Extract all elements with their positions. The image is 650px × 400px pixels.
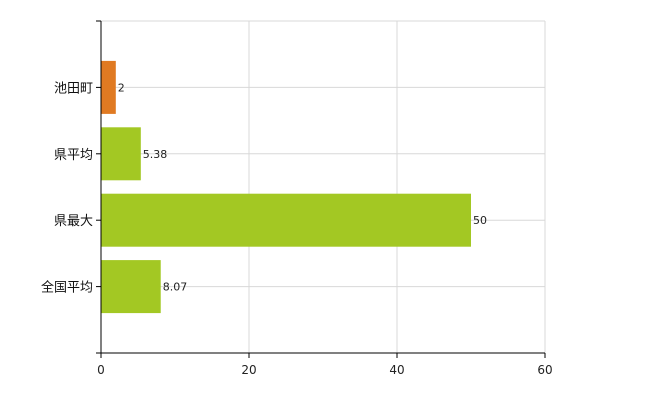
x-tick-label: 40 <box>389 363 404 377</box>
bar <box>101 193 471 247</box>
bar <box>101 260 161 314</box>
category-label: 全国平均 <box>41 280 93 296</box>
data-label: 2 <box>118 81 125 94</box>
x-tick-label: 0 <box>97 363 105 377</box>
x-tick-label: 60 <box>537 363 552 377</box>
data-label: 8.07 <box>163 281 188 294</box>
bar <box>101 127 141 181</box>
x-tick-label: 20 <box>241 363 256 377</box>
data-label: 5.38 <box>143 148 168 161</box>
category-label: 県平均 <box>54 148 93 163</box>
bar <box>101 60 116 114</box>
category-label: 池田町 <box>54 81 93 96</box>
data-label: 50 <box>473 214 487 227</box>
category-label: 県最大 <box>54 214 93 229</box>
